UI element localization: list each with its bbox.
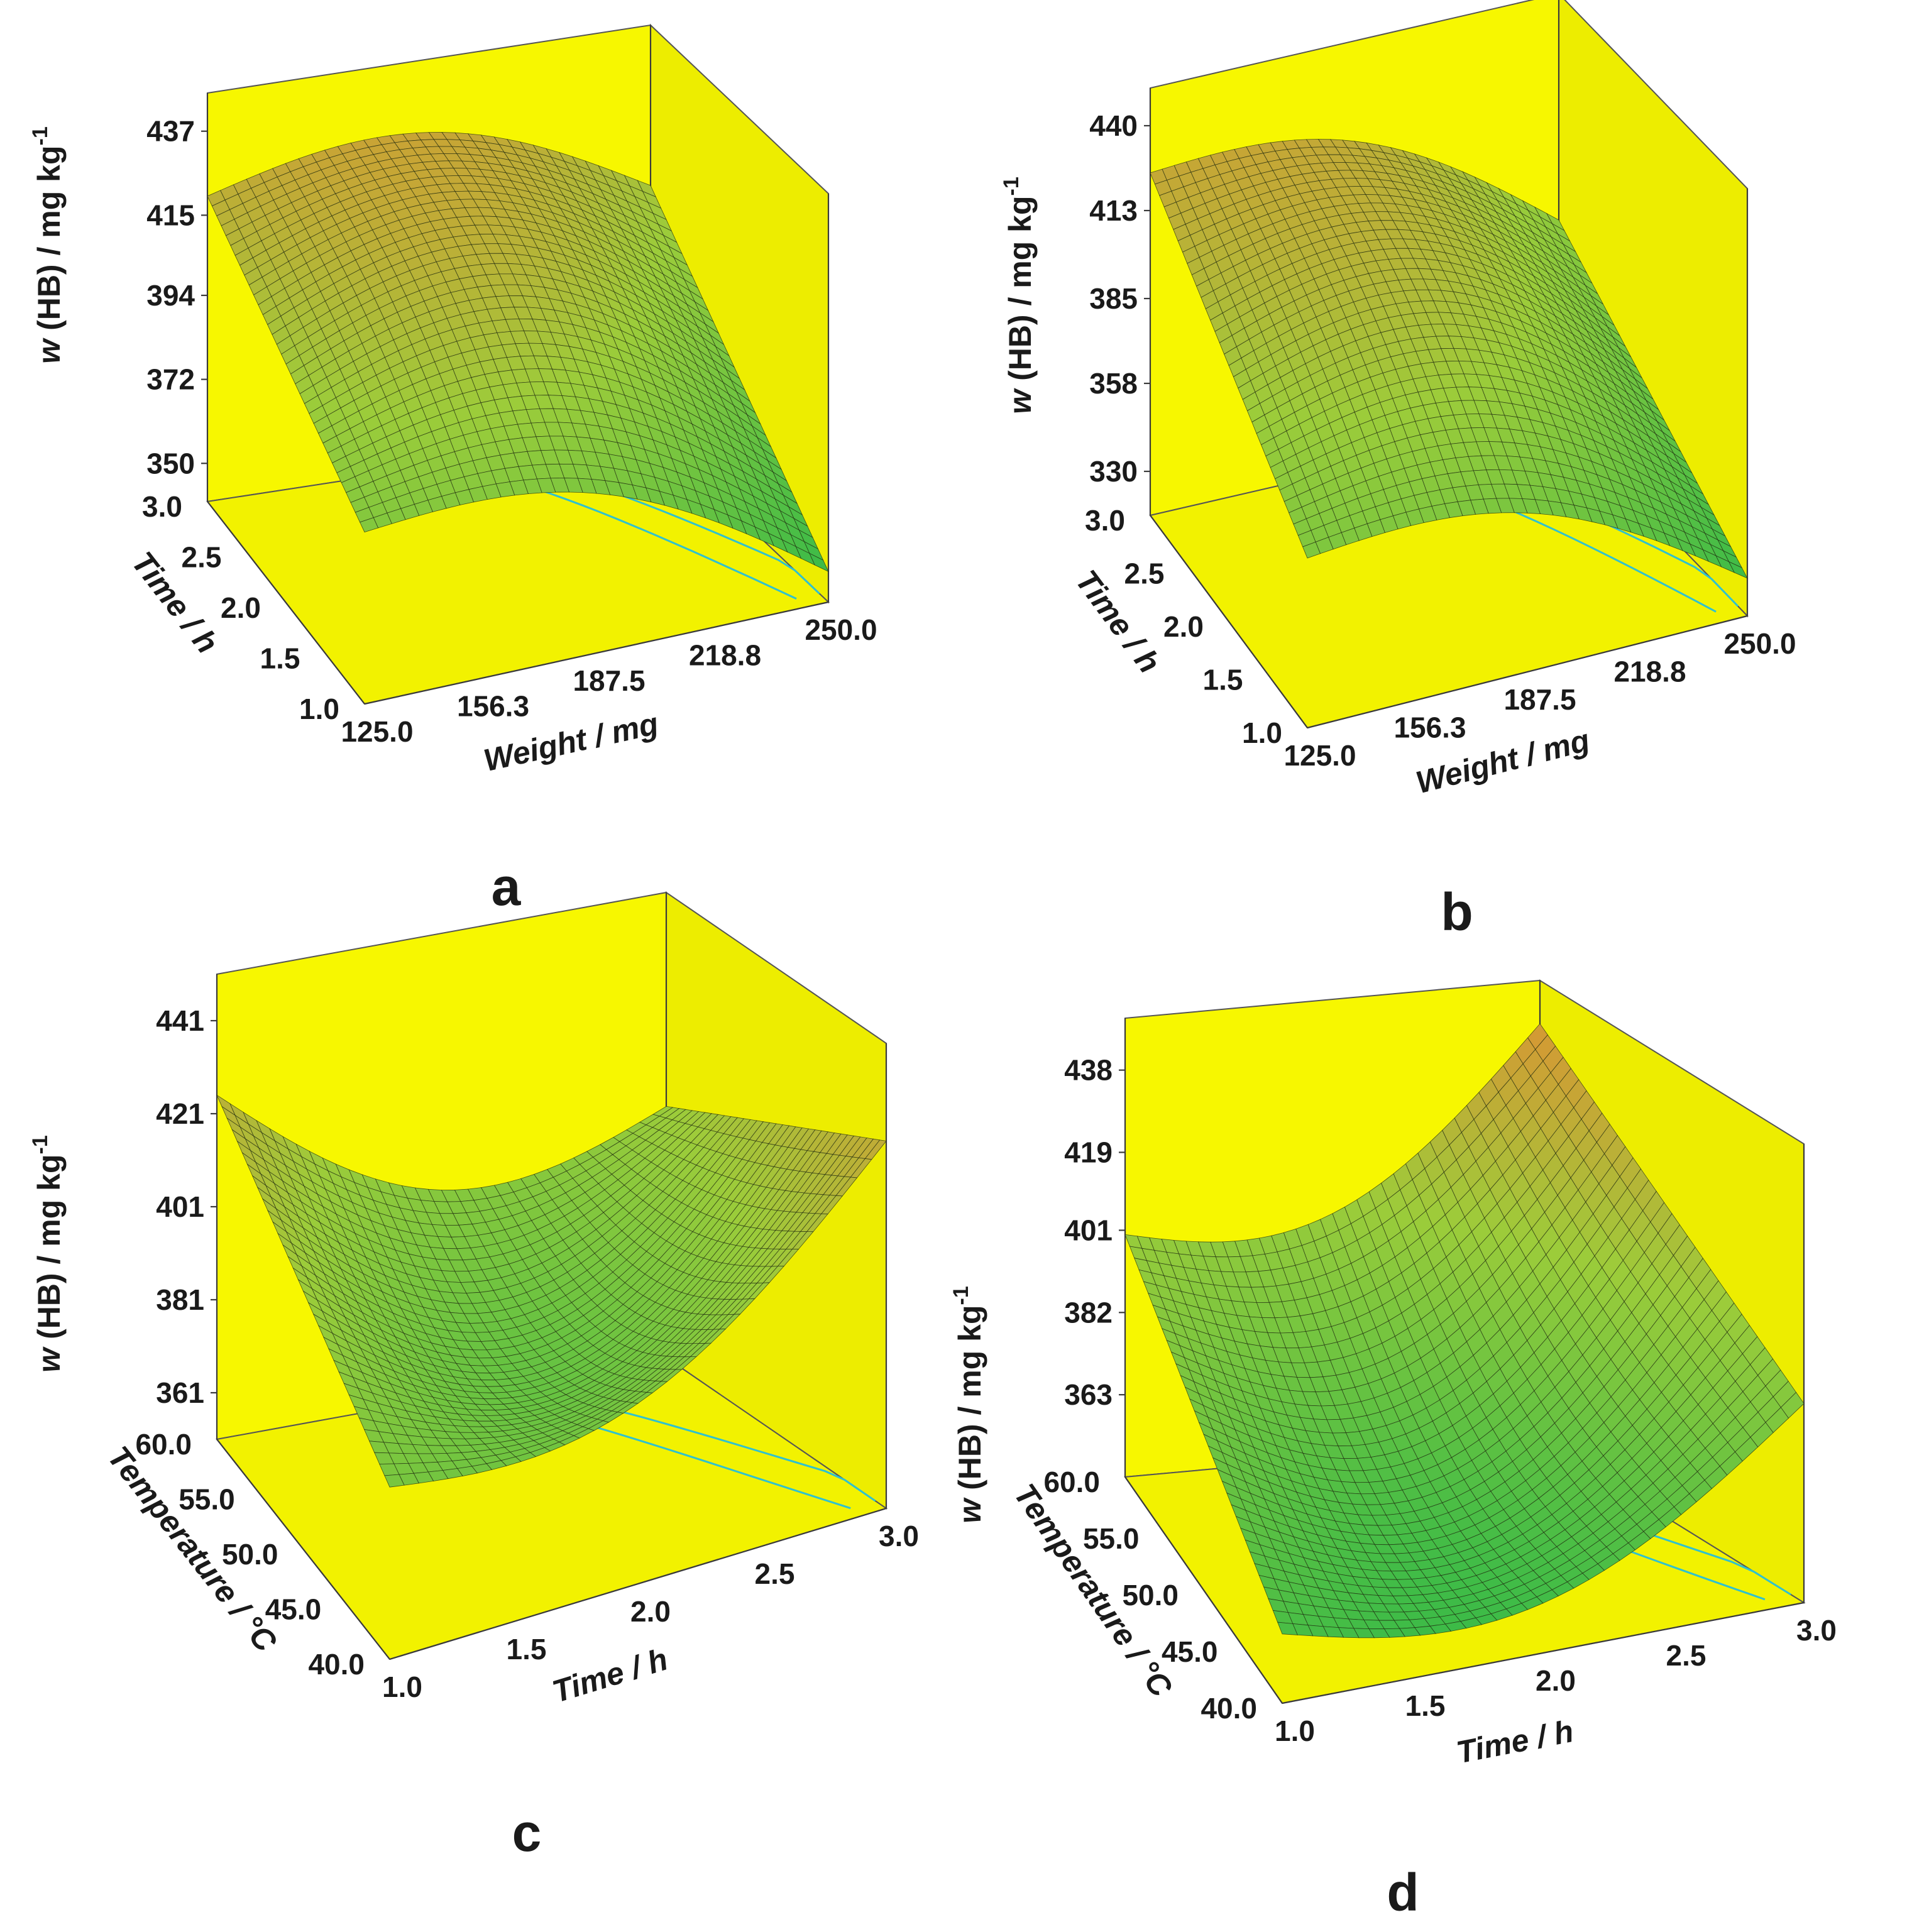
z-axis-label: w (HB) / mg kg-1 <box>949 1286 987 1523</box>
x-tick-label: 2.5 <box>1666 1639 1706 1672</box>
z-axis-label-text: (HB) / mg kg <box>952 1305 987 1499</box>
z-tick-label: 361 <box>156 1376 204 1409</box>
x-tick-label: 187.5 <box>573 664 645 697</box>
y-tick-label: 60.0 <box>135 1428 192 1461</box>
y-tick-label: 2.5 <box>1124 557 1165 590</box>
y-tick-label: 2.0 <box>1163 610 1204 643</box>
z-axis-label-text: (HB) / mg kg <box>31 1155 67 1348</box>
z-tick-label: 440 <box>1089 109 1138 142</box>
x-tick-label: 2.0 <box>630 1595 671 1628</box>
y-tick-label: 1.5 <box>260 642 300 675</box>
y-tick-label: 45.0 <box>265 1593 322 1626</box>
z-tick-label: 358 <box>1089 367 1138 400</box>
y-tick-label: 55.0 <box>1083 1522 1140 1555</box>
z-axis-label: w (HB) / mg kg-1 <box>28 1135 67 1372</box>
y-axis-line <box>207 501 365 705</box>
x-tick-label: 187.5 <box>1503 683 1576 716</box>
z-axis-label: w (HB) / mg kg-1 <box>28 126 67 363</box>
y-tick-label: 2.0 <box>221 591 261 624</box>
panel-label: b <box>1441 882 1473 941</box>
z-tick-label: 330 <box>1089 455 1138 488</box>
x-axis-line <box>364 601 829 705</box>
x-tick-label: 125.0 <box>1283 739 1356 772</box>
z-axis-label-var: w <box>1003 388 1038 414</box>
z-tick-label: 415 <box>146 199 195 231</box>
x-tick-label: 156.3 <box>1393 711 1466 744</box>
z-tick-label: 437 <box>146 115 195 148</box>
z-tick-label: 413 <box>1089 194 1138 227</box>
x-tick-label: 1.5 <box>507 1633 547 1666</box>
panel-b: 330 358 385 413 440 125.0 156.3 187.5 218.8 250.0… <box>999 0 1796 941</box>
x-tick-label: 1.0 <box>1275 1715 1315 1747</box>
panel-label: a <box>492 857 522 916</box>
z-tick-label: 401 <box>156 1190 204 1223</box>
z-tick-label: 363 <box>1064 1378 1113 1411</box>
panel-c: 361 381 401 421 441 1.0 1.5 2.0 2.5 3.0 40.0 45.0 50… <box>28 891 919 1862</box>
z-axis-label-var: w <box>952 1497 987 1523</box>
x-axis-label: Time / h <box>1454 1713 1576 1770</box>
y-tick-label: 3.0 <box>142 490 182 523</box>
z-axis-label-var: w <box>31 1346 67 1373</box>
y-tick-label: 1.0 <box>1242 716 1282 749</box>
z-tick-label: 350 <box>146 447 195 480</box>
z-axis-label: w (HB) / mg kg-1 <box>999 177 1038 414</box>
z-tick-label: 401 <box>1064 1214 1113 1246</box>
z-tick-label: 382 <box>1064 1296 1113 1329</box>
panel-label: d <box>1387 1863 1419 1922</box>
z-axis-label-var: w <box>31 338 67 364</box>
panel-d: 363 382 401 419 438 1.0 1.5 2.0 2.5 3.0 40.0 45.0 50… <box>949 979 1837 1922</box>
panel-label: c <box>512 1803 542 1862</box>
y-tick-label: 1.5 <box>1203 664 1243 696</box>
z-tick-label: 419 <box>1064 1136 1113 1168</box>
y-tick-label: 40.0 <box>1201 1692 1257 1725</box>
y-tick-label: 2.5 <box>182 541 222 574</box>
panel-a: 350 372 394 415 437 125.0 156.3 187.5 218.8 250.0… <box>28 23 877 916</box>
x-tick-label: 125.0 <box>341 715 413 748</box>
z-tick-label: 385 <box>1089 282 1138 315</box>
response-surface <box>1150 139 1748 579</box>
x-tick-label: 218.8 <box>689 639 761 672</box>
x-axis-label: Time / h <box>548 1642 671 1710</box>
x-tick-label: 250.0 <box>805 613 877 646</box>
y-tick-label: 55.0 <box>179 1483 235 1516</box>
z-axis-label-superscript: -1 <box>999 177 1023 195</box>
x-tick-label: 218.8 <box>1613 656 1686 688</box>
z-tick-label: 438 <box>1064 1054 1113 1087</box>
x-tick-label: 1.0 <box>382 1671 422 1703</box>
x-tick-label: 250.0 <box>1723 627 1796 660</box>
z-axis-label-text: (HB) / mg kg <box>1003 196 1038 390</box>
x-tick-label: 2.5 <box>755 1557 795 1590</box>
z-axis-label-text: (HB) / mg kg <box>31 146 67 339</box>
z-tick-label: 372 <box>146 363 195 396</box>
surface-cell <box>809 552 829 573</box>
y-tick-label: 1.0 <box>299 693 339 725</box>
z-axis-label-superscript: -1 <box>949 1286 973 1305</box>
x-tick-label: 1.5 <box>1405 1689 1446 1722</box>
y-tick-label: 50.0 <box>1122 1579 1179 1611</box>
z-axis-label-superscript: -1 <box>28 1135 52 1154</box>
z-tick-label: 394 <box>146 279 195 312</box>
x-tick-label: 3.0 <box>1796 1614 1837 1647</box>
x-tick-label: 2.0 <box>1536 1664 1576 1697</box>
z-tick-label: 441 <box>156 1004 204 1037</box>
y-tick-label: 45.0 <box>1162 1635 1218 1668</box>
x-tick-label: 156.3 <box>457 690 529 723</box>
z-axis-label-superscript: -1 <box>28 126 52 145</box>
z-tick-label: 381 <box>156 1283 204 1316</box>
response-surface <box>207 132 829 573</box>
y-tick-label: 40.0 <box>308 1648 365 1681</box>
y-tick-label: 50.0 <box>222 1538 278 1571</box>
y-tick-label: 60.0 <box>1043 1466 1100 1498</box>
x-tick-label: 3.0 <box>879 1520 919 1552</box>
y-tick-label: 3.0 <box>1085 504 1125 537</box>
z-tick-label: 421 <box>156 1097 204 1130</box>
